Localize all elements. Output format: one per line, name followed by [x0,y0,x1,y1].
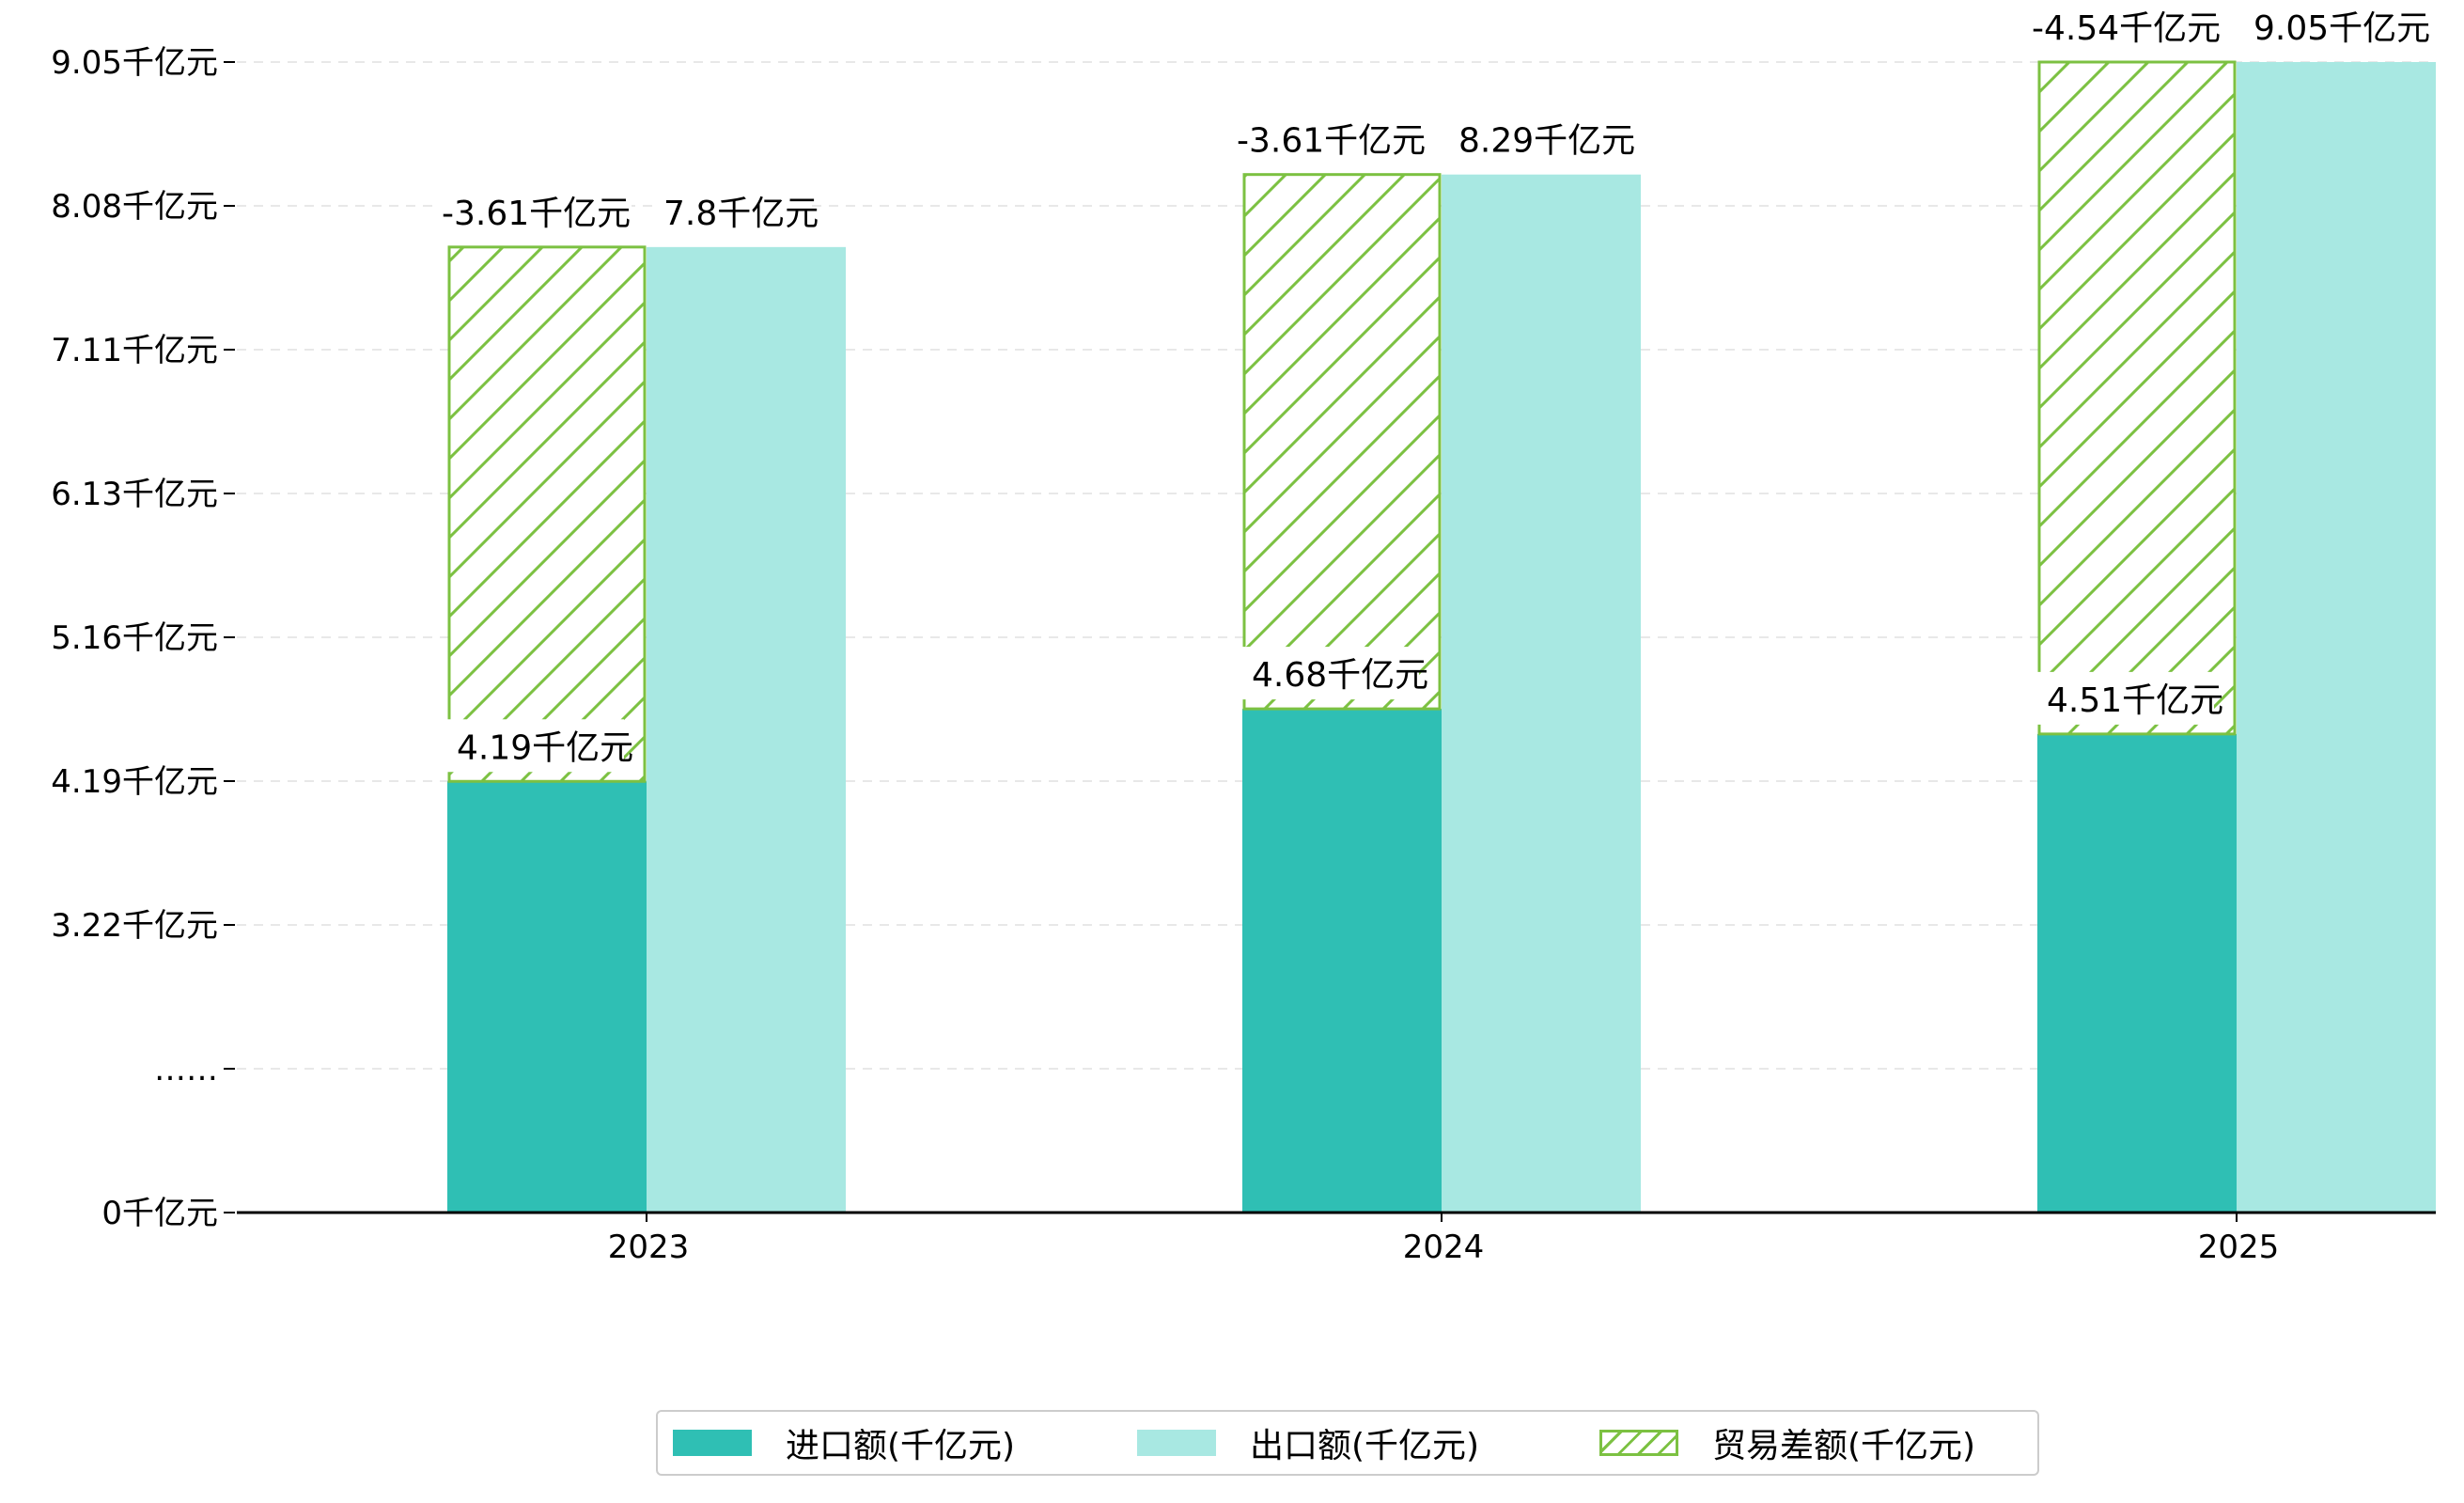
data-label-text: 8.29千亿元 [1458,122,1635,161]
x-tick-label: 2025 [2198,1229,2280,1266]
legend-swatch-export [1137,1430,1216,1456]
data-label-text: -3.61千亿元 [442,195,631,233]
data-label-bg [654,184,808,238]
data-label: 4.68千亿元 [1242,647,1428,700]
data-label: 9.05千亿元 [2244,0,2430,53]
y-tick-label: 3.22千亿元 [51,907,218,945]
bar-export-2023 [647,246,846,1213]
data-label: 7.8千亿元 [654,184,819,238]
y-tick-label: 8.08千亿元 [51,188,218,226]
axes: 0千亿元 …… 3.22千亿元 4.19千亿元 5.16千亿元 6.13千亿元 7.11千亿… [51,44,2436,1266]
data-label: -3.61千亿元 [432,184,632,238]
data-label-bg [1242,647,1419,700]
y-tick-label: 4.19千亿元 [51,763,218,801]
legend-label-import: 进口额(千亿元) [786,1427,1016,1465]
data-label-text: -3.61千亿元 [1237,122,1426,161]
data-label-bg [2244,0,2421,53]
bar-balance-2024 [1242,173,1442,711]
data-label-text: 7.8千亿元 [663,195,819,233]
legend-label-export: 出口额(千亿元) [1250,1427,1480,1465]
legend-swatch-balance [1599,1430,1678,1456]
bar-import-2024 [1242,709,1442,1213]
bar-balance-2025 [2037,60,2237,736]
data-label-bg [1449,112,1626,165]
data-label-text: -4.54千亿元 [2032,9,2221,48]
legend-label-balance: 贸易差额(千亿元) [1712,1427,1976,1465]
bars [447,60,2436,1213]
y-tick-label: 6.13千亿元 [51,476,218,513]
y-tick-label: 0千亿元 [101,1195,218,1232]
data-labels: 7.8千亿元 -3.61千亿元 4.19千亿元 8.29千亿元 -3.61千亿元 4.68… [432,0,2430,773]
data-label-text: 4.51千亿元 [2047,681,2223,720]
data-label-bg [447,719,624,773]
legend-swatch-import [673,1430,752,1456]
y-tick-label: …… [154,1051,218,1088]
bar-import-2023 [447,781,647,1213]
y-tick-label: 7.11千亿元 [51,332,218,369]
legend: 进口额(千亿元) 出口额(千亿元) 贸易差额(千亿元) [656,1410,2039,1476]
data-label-bg [2037,671,2214,725]
data-label: -4.54千亿元 [2022,0,2222,53]
y-tick-label: 5.16千亿元 [51,619,218,657]
x-tick-label: 2024 [1403,1229,1485,1266]
data-label-bg [1227,112,1427,165]
data-label-text: 4.19千亿元 [457,728,633,767]
data-label-text: 9.05千亿元 [2253,9,2430,48]
legend-item-export: 出口额(千亿元) [1137,1412,1479,1474]
legend-item-balance: 贸易差额(千亿元) [1599,1412,1975,1474]
x-tick-label: 2023 [608,1229,690,1266]
data-label-text: 4.68千亿元 [1252,656,1428,695]
bar-balance-2023 [447,245,647,783]
data-label: 8.29千亿元 [1449,112,1635,165]
legend-item-import: 进口额(千亿元) [673,1412,1015,1474]
bar-import-2025 [2037,733,2237,1213]
bar-export-2025 [2237,62,2436,1213]
data-label: -3.61千亿元 [1227,112,1427,165]
bar-export-2024 [1442,174,1641,1213]
data-label-bg [2022,0,2222,53]
data-label: 4.19千亿元 [447,719,633,773]
data-label-bg [432,184,632,238]
y-tick-label: 9.05千亿元 [51,44,218,82]
data-label: 4.51千亿元 [2037,671,2223,725]
